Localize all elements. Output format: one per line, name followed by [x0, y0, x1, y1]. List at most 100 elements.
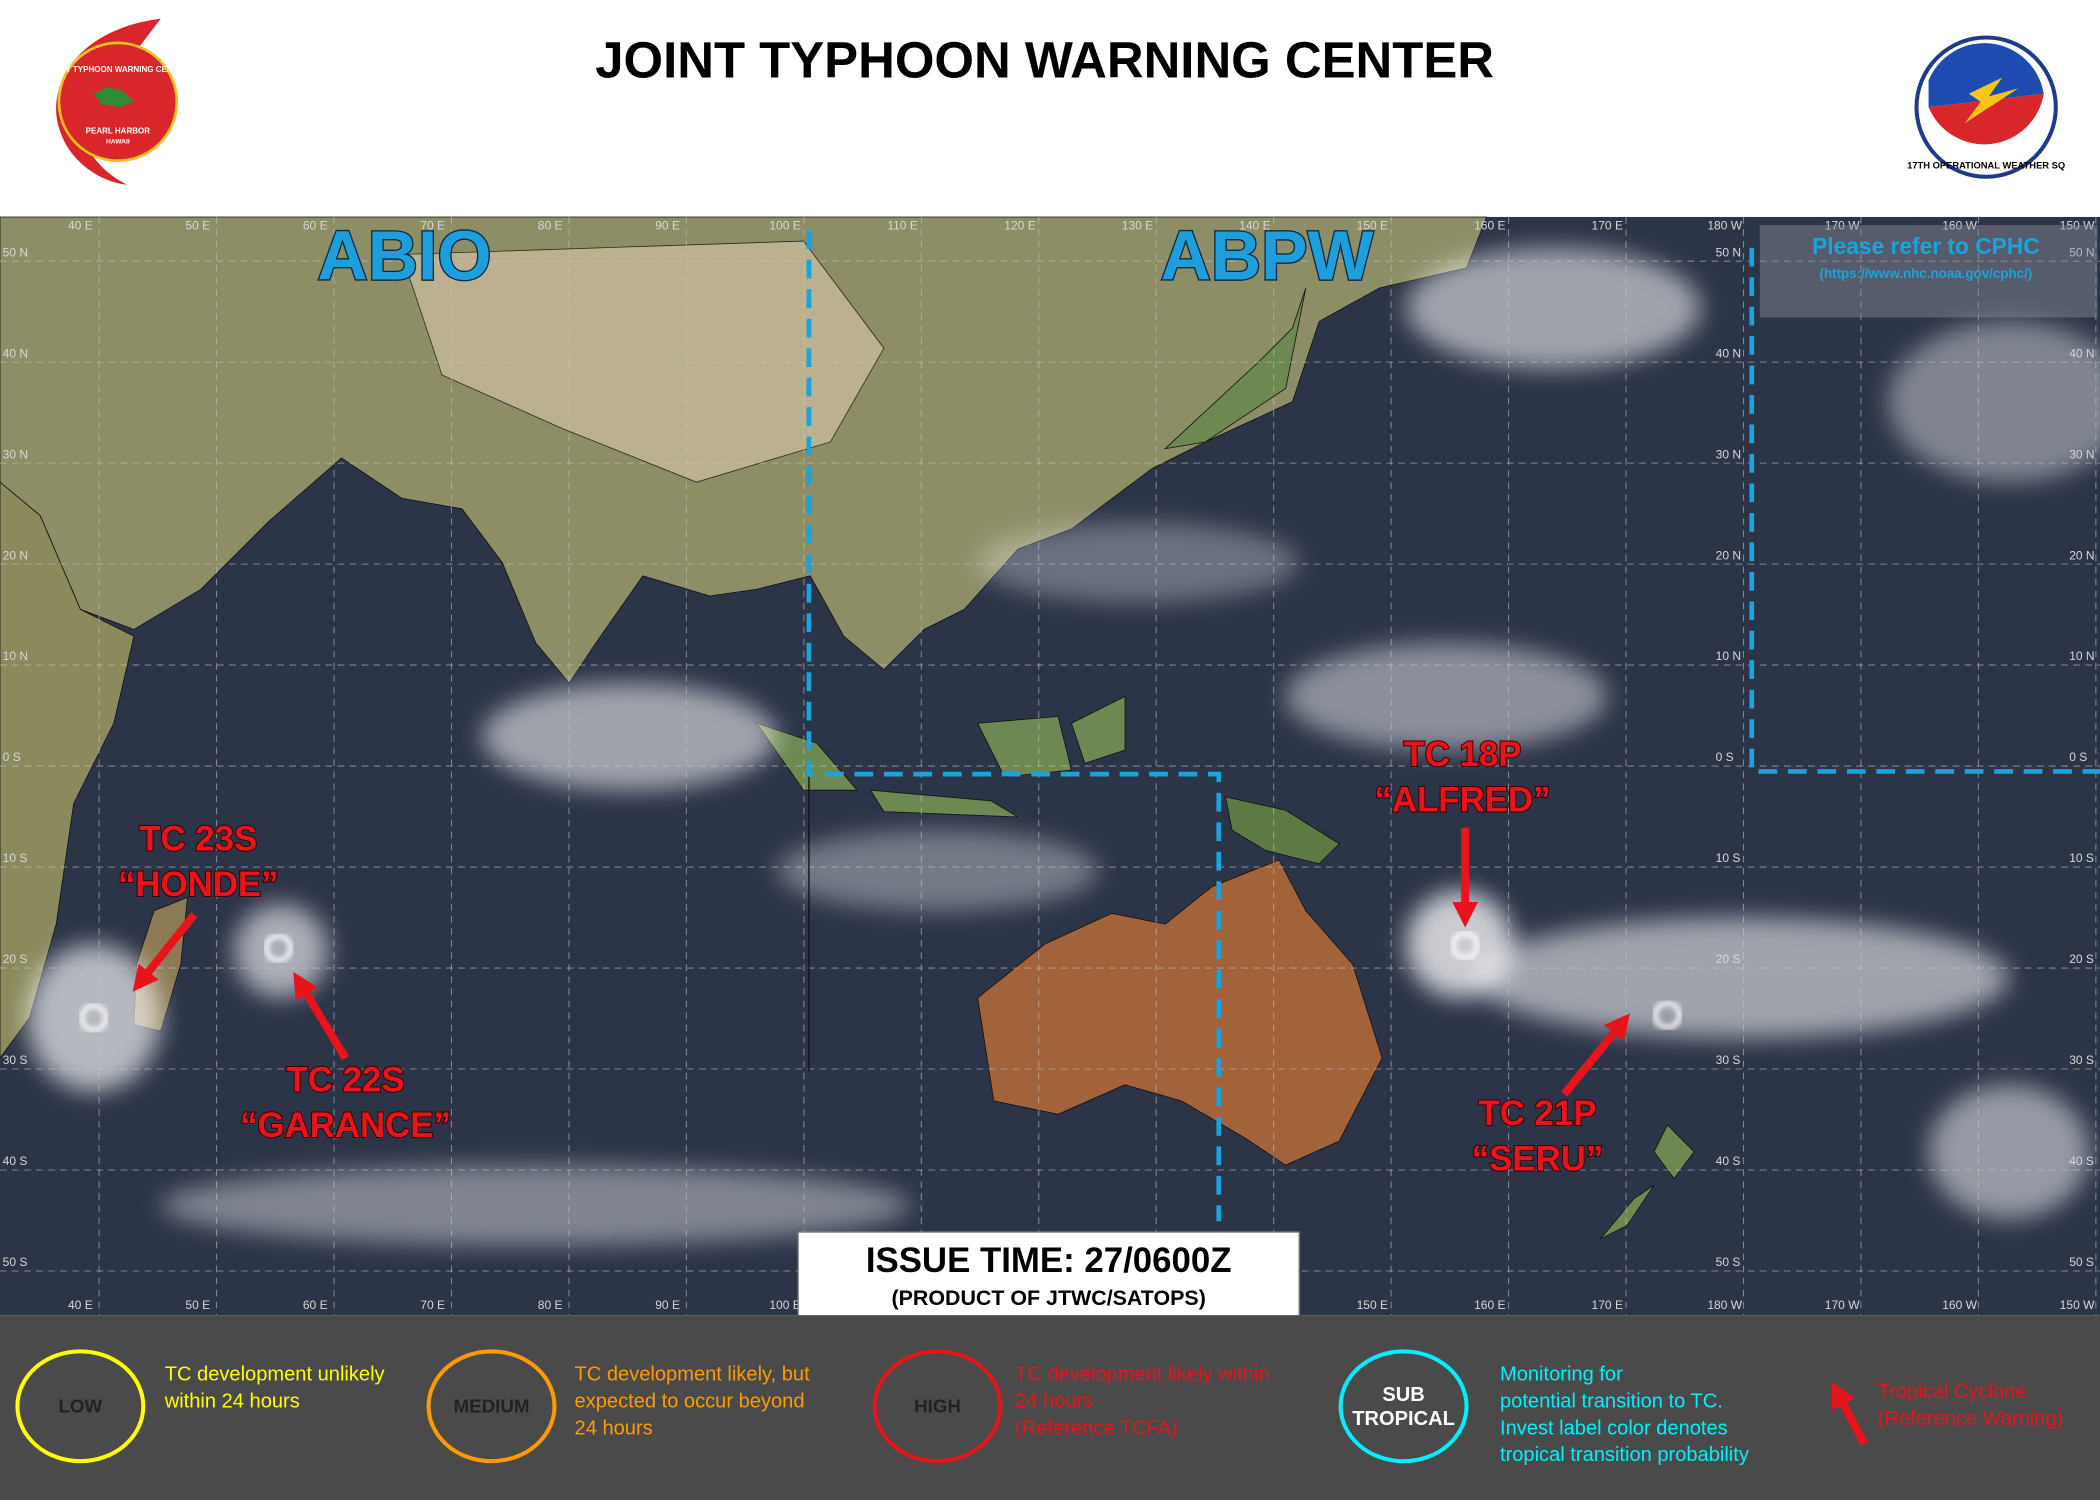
legend-description: Invest label color denotes — [1500, 1417, 1728, 1439]
legend-description: Monitoring for — [1500, 1364, 1623, 1386]
lon-label: 180 W — [1707, 1298, 1742, 1312]
storm-arrow — [293, 972, 349, 1061]
lon-label: 160 W — [1942, 1298, 1977, 1312]
storm-name: “ALFRED” — [1375, 780, 1551, 819]
lat-label: 40 N — [3, 346, 28, 360]
cphc-title: Please refer to CPHC — [1812, 233, 2040, 259]
legend-circle — [872, 1349, 1003, 1464]
lat-label: 10 S — [2069, 851, 2094, 865]
cphc-box — [1759, 225, 2098, 318]
lat-label: 0 S — [2069, 750, 2087, 764]
legend-description: 24 hours — [575, 1417, 653, 1439]
legend-description: within 24 hours — [164, 1391, 300, 1413]
lon-label: 140 E — [1239, 219, 1270, 233]
lat-label: 20 S — [2069, 952, 2094, 966]
legend-description: TC development likely within — [1015, 1364, 1269, 1386]
lat-label: 40 S — [2069, 1154, 2094, 1168]
map: 40 E 40 E 50 E 50 E 60 E 60 E 70 E 70 E 80 E 80 E… — [0, 215, 2100, 1319]
legend-description: 24 hours — [1015, 1391, 1093, 1413]
lat-label: 20 N — [2069, 548, 2094, 562]
lon-label: 80 E — [538, 219, 563, 233]
lat-label: 40 S — [1716, 1154, 1741, 1168]
lon-label: 160 W — [1942, 219, 1977, 233]
lat-label: 10 N — [2069, 649, 2094, 663]
header — [0, 0, 2100, 217]
lat-label: 50 S — [3, 1255, 28, 1269]
lat-label: 40 N — [2069, 346, 2094, 360]
legend-circle — [1338, 1349, 1469, 1464]
lat-label: 0 S — [1716, 750, 1734, 764]
legend-circle — [15, 1349, 146, 1464]
lat-label: 30 N — [1716, 447, 1741, 461]
storm-id: TC 22S — [287, 1060, 405, 1099]
storm-eye — [1652, 1000, 1683, 1030]
logo-text: 17TH OPERATIONAL WEATHER SQ — [1907, 161, 2065, 171]
lat-label: 10 S — [1716, 851, 1741, 865]
issue-time: ISSUE TIME: 27/0600Z — [866, 1241, 1232, 1280]
storm-id: TC 21P — [1478, 1094, 1596, 1133]
lon-label: 40 E — [68, 1298, 93, 1312]
lat-label: 50 S — [1716, 1255, 1741, 1269]
lon-label: 110 E — [887, 219, 918, 233]
lon-label: 170 E — [1592, 1298, 1623, 1312]
issue-product: (PRODUCT OF JTWC/SATOPS) — [891, 1286, 1205, 1310]
lon-label: 170 E — [1592, 219, 1623, 233]
lat-label: 50 N — [2069, 245, 2094, 259]
lon-label: 90 E — [655, 1298, 680, 1312]
lon-label: 50 E — [185, 219, 210, 233]
lon-label: 170 W — [1825, 1298, 1860, 1312]
lon-label: 50 E — [185, 1298, 210, 1312]
zone-boundary — [806, 230, 1222, 1222]
storm-eye — [79, 1003, 109, 1033]
storm-eye — [263, 933, 294, 963]
lon-label: 170 W — [1825, 219, 1860, 233]
storm-arrow — [1561, 1013, 1630, 1097]
legend-label: MEDIUM — [453, 1396, 529, 1417]
lat-label: 20 S — [1716, 952, 1741, 966]
legend-label: SUB — [1382, 1384, 1424, 1406]
lat-label: 50 N — [3, 245, 28, 259]
lon-label: 60 E — [303, 219, 328, 233]
lat-label: 20 N — [3, 548, 28, 562]
lon-label: 180 W — [1707, 219, 1742, 233]
legend-description: Tropical Cyclone — [1878, 1381, 2027, 1403]
storm-arrow — [132, 912, 198, 992]
lat-label: 10 N — [3, 649, 28, 663]
legend-description: (Reference TCFA) — [1015, 1417, 1178, 1439]
lat-label: 10 S — [3, 851, 28, 865]
storm-name: “SERU” — [1472, 1139, 1604, 1178]
legend-description: potential transition to TC. — [1500, 1391, 1723, 1413]
lat-label: 0 S — [3, 750, 21, 764]
region-label: ABIO — [317, 217, 491, 295]
legend-description: expected to occur beyond — [575, 1391, 805, 1413]
legend — [0, 1315, 2100, 1500]
lat-label: 10 N — [1716, 649, 1741, 663]
lat-label: 30 S — [2069, 1053, 2094, 1067]
lon-label: 100 E — [769, 1298, 800, 1312]
lon-label: 160 E — [1474, 1298, 1505, 1312]
lat-label: 30 S — [3, 1053, 28, 1067]
lon-label: 120 E — [1004, 219, 1035, 233]
logo-text: JOINT TYPHOON WARNING CENTER — [47, 65, 189, 74]
storm-name: “HONDE” — [118, 865, 279, 904]
lat-label: 40 S — [3, 1154, 28, 1168]
lat-label: 50 N — [1716, 245, 1741, 259]
lon-label: 150 E — [1357, 1298, 1388, 1312]
lat-label: 20 S — [3, 952, 28, 966]
issue-box — [797, 1231, 1300, 1319]
logo-text: HAWAII — [106, 139, 130, 146]
legend-label: TROPICAL — [1352, 1408, 1455, 1430]
logo-text: PEARL HARBOR — [86, 126, 151, 135]
lon-label: 70 E — [420, 219, 445, 233]
legend-description: tropical transition probability — [1500, 1444, 1749, 1466]
lon-label: 100 E — [769, 219, 800, 233]
legend-description: (Reference Warning) — [1878, 1408, 2064, 1430]
left-logo: JOINT TYPHOON WARNING CENTER PEARL HARBOR… — [47, 18, 189, 185]
title: JOINT TYPHOON WARNING CENTER — [595, 32, 1494, 89]
lat-label: 30 N — [3, 447, 28, 461]
lon-label: 80 E — [538, 1298, 563, 1312]
storm-id: TC 18P — [1403, 735, 1521, 774]
lon-label: 150 E — [1357, 219, 1388, 233]
legend-arrow — [1831, 1381, 1868, 1446]
